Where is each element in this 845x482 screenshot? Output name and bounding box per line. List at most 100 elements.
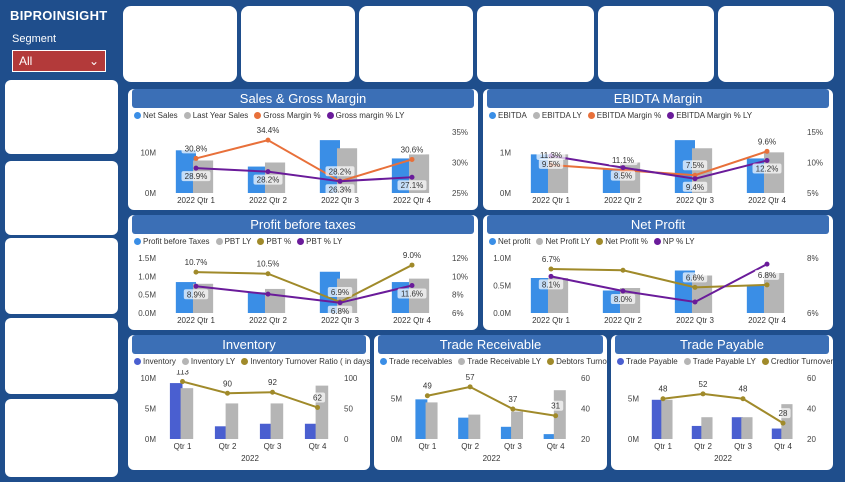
line-point[interactable] — [270, 389, 275, 395]
bar-net-profit-ly[interactable] — [763, 273, 785, 313]
line-point[interactable] — [193, 283, 199, 289]
line-point[interactable] — [548, 266, 554, 272]
data-label-bg — [327, 287, 353, 297]
line-point[interactable] — [193, 155, 199, 161]
line-point[interactable] — [409, 283, 415, 288]
line-point[interactable] — [265, 291, 271, 297]
line-point[interactable] — [193, 165, 199, 171]
line-point[interactable] — [424, 393, 430, 399]
x-group-label: 2022 — [241, 454, 259, 463]
bar-trade-receivable-ly[interactable] — [468, 414, 481, 439]
y2-tick-label: 8% — [807, 254, 819, 263]
line-point[interactable] — [620, 267, 626, 273]
line-point[interactable] — [620, 165, 626, 171]
y-tick-label: 0.5M — [138, 291, 156, 300]
line-point[interactable] — [409, 156, 415, 162]
bar-inventory-ly[interactable] — [180, 388, 194, 439]
bar-trade-receivable-ly[interactable] — [425, 402, 438, 439]
bar-trade-receivables[interactable] — [458, 417, 471, 439]
legend-item[interactable]: Net Profit LY — [536, 237, 590, 246]
line-point[interactable] — [692, 176, 698, 182]
bar-inventory[interactable] — [214, 426, 228, 439]
legend-item[interactable]: Profit before Taxes — [134, 237, 210, 246]
line-point[interactable] — [337, 300, 343, 306]
bar-inventory[interactable] — [304, 423, 318, 439]
legend-item[interactable]: EBITDA Margin % — [587, 111, 661, 120]
legend-item[interactable]: EBITDA LY — [532, 111, 582, 120]
line-point[interactable] — [193, 269, 199, 275]
bar-trade-payable[interactable] — [731, 417, 743, 439]
line-point[interactable] — [692, 299, 698, 305]
line-point[interactable] — [337, 178, 343, 184]
bar-trade-receivables[interactable] — [415, 399, 428, 439]
line-point[interactable] — [467, 384, 473, 390]
segment-dropdown[interactable]: All ⌄ — [12, 50, 106, 72]
line-point[interactable] — [764, 157, 770, 163]
x-tick-label: 2022 Qtr 4 — [748, 196, 786, 205]
bar-net-profit[interactable] — [746, 285, 767, 314]
bar-inventory[interactable] — [169, 383, 183, 439]
legend-item[interactable]: Inventory — [134, 357, 176, 366]
legend-item[interactable]: EBITDA Margin % LY — [667, 111, 752, 120]
legend-item[interactable]: PBT % — [257, 237, 291, 246]
bar-trade-payable-ly[interactable] — [661, 399, 673, 439]
line-point[interactable] — [700, 391, 706, 397]
legend-item[interactable]: Trade receivables — [380, 357, 452, 366]
line-point[interactable] — [315, 404, 320, 410]
line-point[interactable] — [692, 284, 698, 290]
x-tick-label: Qtr 1 — [654, 442, 672, 451]
legend-item[interactable]: Trade Receivable LY — [458, 357, 541, 366]
line-point[interactable] — [548, 273, 554, 279]
line-point[interactable] — [660, 396, 666, 402]
bar-trade-receivables[interactable] — [543, 434, 556, 439]
legend-item[interactable]: Net Sales — [134, 111, 178, 120]
legend-item[interactable]: PBT % LY — [297, 237, 342, 246]
legend-item[interactable]: PBT LY — [215, 237, 251, 246]
line-point[interactable] — [510, 406, 516, 412]
legend-item[interactable]: NP % LY — [653, 237, 695, 246]
line-point[interactable] — [764, 148, 770, 154]
bar-inventory[interactable] — [259, 423, 273, 439]
legend-item[interactable]: Net Profit % — [596, 237, 648, 246]
line-point[interactable] — [620, 288, 626, 294]
legend-item[interactable]: Gross Margin % — [254, 111, 321, 120]
legend-item[interactable]: Trade Payable — [617, 357, 678, 366]
bar-trade-payable-ly[interactable] — [741, 417, 753, 439]
legend-item[interactable]: Credtior Turnover ... — [761, 357, 833, 366]
line-point[interactable] — [225, 390, 230, 396]
bar-net-profit-ly[interactable] — [691, 275, 713, 314]
bar-trade-payable[interactable] — [771, 428, 783, 439]
line-point[interactable] — [265, 169, 271, 175]
legend-item[interactable]: Inventory LY — [181, 357, 235, 366]
bar-trade-payable[interactable] — [691, 425, 703, 439]
bar-trade-receivable-ly[interactable] — [553, 390, 566, 439]
bar-trade-payable[interactable] — [651, 399, 663, 439]
bar-inventory-ly[interactable] — [225, 403, 239, 439]
bar-profit-before-taxes[interactable] — [247, 292, 268, 313]
legend-item[interactable]: Inventory Turnover Ratio ( in days) — [241, 357, 370, 366]
line-point[interactable] — [740, 396, 746, 402]
legend-item[interactable]: Net profit — [489, 237, 530, 246]
bar-inventory-ly[interactable] — [270, 403, 284, 439]
line-point[interactable] — [764, 261, 770, 267]
legend-item[interactable]: Last Year Sales — [183, 111, 248, 120]
line-point[interactable] — [553, 413, 559, 419]
line-point[interactable] — [780, 420, 786, 426]
bar-trade-receivable-ly[interactable] — [511, 411, 524, 439]
line-point[interactable] — [409, 262, 415, 268]
line-point[interactable] — [764, 282, 770, 288]
bar-trade-receivables[interactable] — [500, 426, 513, 439]
legend-item[interactable]: EBITDA — [489, 111, 527, 120]
line-point[interactable] — [692, 172, 698, 178]
y2-tick-label: 20 — [807, 435, 816, 444]
legend-item[interactable]: Gross margin % LY — [326, 111, 404, 120]
line-point[interactable] — [265, 271, 271, 277]
bar-trade-payable-ly[interactable] — [781, 404, 793, 439]
line-point[interactable] — [180, 379, 185, 385]
line-point[interactable] — [265, 137, 271, 143]
legend-item[interactable]: Debtors Turnov... — [547, 357, 607, 366]
data-label-bg — [172, 366, 193, 377]
bar-trade-payable-ly[interactable] — [701, 417, 713, 439]
line-point[interactable] — [409, 174, 415, 180]
legend-item[interactable]: Trade Payable LY — [683, 357, 756, 366]
